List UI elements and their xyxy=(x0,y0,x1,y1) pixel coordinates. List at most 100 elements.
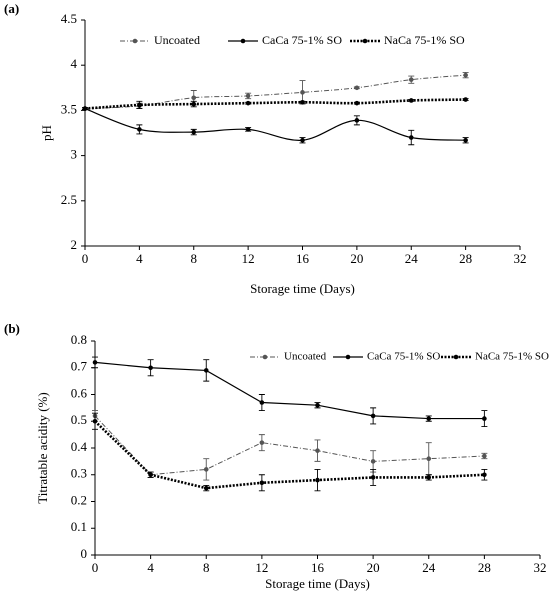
data-point xyxy=(426,475,432,480)
data-point xyxy=(426,416,432,421)
y-tick-label: 0.5 xyxy=(71,412,87,427)
data-point xyxy=(137,102,142,108)
x-tick-label: 20 xyxy=(350,251,363,266)
legend-label: CaCa 75-1% SO xyxy=(262,33,342,47)
data-point xyxy=(191,101,197,107)
series-line xyxy=(84,74,466,110)
legend-label: NaCa 75-1% SO xyxy=(475,351,549,363)
x-tick-label: 32 xyxy=(534,560,547,575)
series-line xyxy=(84,98,466,110)
data-point xyxy=(370,475,376,480)
data-point xyxy=(463,97,468,102)
data-point xyxy=(354,85,360,91)
legend-label: CaCa 75-1% SO xyxy=(367,351,440,363)
series-line xyxy=(94,420,485,490)
data-point xyxy=(300,90,305,95)
x-tick-label: 24 xyxy=(422,560,436,575)
data-point xyxy=(315,402,320,408)
panel-label: (a) xyxy=(4,1,19,16)
data-point xyxy=(463,137,468,143)
data-point xyxy=(245,127,251,132)
series-line xyxy=(84,108,466,141)
legend-marker xyxy=(240,38,246,44)
data-point xyxy=(482,472,487,478)
y-tick-label: 0.4 xyxy=(71,439,88,454)
y-tick-label: 0.8 xyxy=(71,332,87,347)
data-point xyxy=(191,129,197,135)
x-tick-label: 16 xyxy=(311,560,325,575)
y-tick-label: 0 xyxy=(81,546,88,561)
data-point xyxy=(370,459,376,464)
x-axis-label: Storage time (Days) xyxy=(250,281,355,296)
x-tick-label: 16 xyxy=(296,251,310,266)
y-axis-label: pH xyxy=(39,125,54,141)
x-tick-label: 24 xyxy=(405,251,419,266)
legend-label: NaCa 75-1% SO xyxy=(384,33,465,47)
legend-label: Uncoated xyxy=(154,33,200,47)
data-point xyxy=(203,485,209,491)
data-point xyxy=(354,118,360,123)
x-tick-label: 8 xyxy=(191,251,198,266)
x-tick-label: 4 xyxy=(136,251,143,266)
x-tick-label: 28 xyxy=(478,560,491,575)
x-tick-label: 28 xyxy=(459,251,472,266)
data-point xyxy=(426,456,432,462)
x-tick-label: 12 xyxy=(242,251,255,266)
legend-marker xyxy=(345,354,351,360)
data-point xyxy=(408,135,414,140)
y-tick-label: 3.5 xyxy=(61,101,77,116)
series-line xyxy=(94,415,485,476)
data-point xyxy=(370,413,376,419)
data-point xyxy=(259,440,265,445)
legend-marker xyxy=(453,354,459,360)
x-tick-label: 32 xyxy=(514,251,527,266)
x-tick-label: 8 xyxy=(203,560,210,575)
y-tick-label: 4 xyxy=(71,56,78,71)
data-point xyxy=(245,93,251,99)
data-point xyxy=(482,453,487,459)
series-line xyxy=(94,361,485,420)
x-tick-label: 0 xyxy=(92,560,99,575)
x-axis-label: Storage time (Days) xyxy=(265,576,370,591)
y-axis-label: Titratable acidity (%) xyxy=(35,392,50,503)
data-point xyxy=(300,99,305,105)
x-tick-label: 12 xyxy=(255,560,268,575)
data-point xyxy=(148,472,153,478)
y-tick-label: 0.1 xyxy=(71,519,87,534)
legend-label: Uncoated xyxy=(284,351,327,363)
data-point xyxy=(408,98,414,103)
data-point xyxy=(148,365,153,371)
data-point xyxy=(92,418,98,424)
data-point xyxy=(137,127,142,132)
data-point xyxy=(482,416,487,421)
data-point xyxy=(191,95,197,101)
data-point xyxy=(203,368,209,373)
data-point xyxy=(259,400,265,405)
legend-marker xyxy=(132,38,138,44)
data-point xyxy=(408,77,414,82)
data-point xyxy=(82,106,88,111)
data-point xyxy=(300,137,305,143)
data-point xyxy=(315,448,320,453)
y-tick-label: 0.7 xyxy=(71,359,88,374)
y-tick-label: 4.5 xyxy=(61,11,77,26)
data-point xyxy=(245,100,251,106)
panel-label: (b) xyxy=(4,321,20,336)
data-point xyxy=(203,467,209,472)
y-tick-label: 2 xyxy=(71,237,78,252)
data-point xyxy=(92,360,98,365)
y-tick-label: 0.6 xyxy=(71,385,88,400)
y-tick-label: 0.3 xyxy=(71,466,87,481)
data-point xyxy=(259,480,265,486)
data-point xyxy=(463,72,468,78)
data-point xyxy=(315,477,320,483)
legend-marker xyxy=(262,354,268,360)
x-tick-label: 4 xyxy=(147,560,154,575)
x-tick-label: 20 xyxy=(367,560,380,575)
y-tick-label: 2.5 xyxy=(61,192,77,207)
y-tick-label: 0.2 xyxy=(71,492,87,507)
y-tick-label: 3 xyxy=(71,147,78,162)
legend-marker xyxy=(362,38,368,44)
x-tick-label: 0 xyxy=(82,251,89,266)
